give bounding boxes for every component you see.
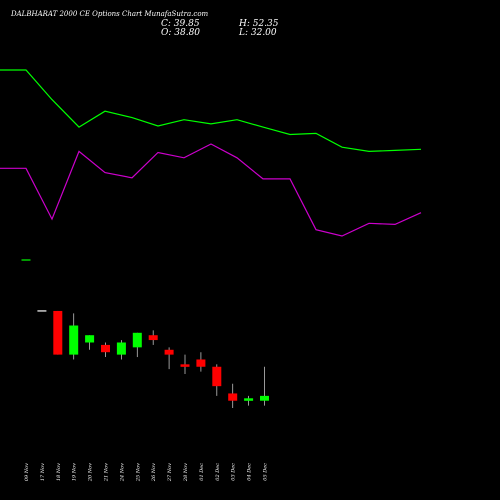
x-axis-label: 05 Dec [263, 463, 269, 481]
candle-body [244, 398, 254, 401]
candle-body [260, 395, 269, 401]
candle-body [69, 325, 79, 355]
open-value: O: 38.80 [161, 28, 201, 38]
candle-body [164, 349, 174, 355]
high-value: H: 52.35 [239, 19, 279, 29]
candle-body [132, 332, 142, 348]
x-axis-label: 18 Nov [56, 463, 62, 481]
indicator-line-1 [0, 69, 422, 153]
candle-body [148, 335, 158, 341]
x-axis-label: 01 Dec [199, 463, 205, 481]
candle-body [196, 359, 206, 367]
x-axis-label: 28 Nov [183, 463, 189, 482]
chart-title: DALBHARAT 2000 CE Options Chart MunafaSu… [11, 10, 209, 18]
candle-body [180, 364, 190, 367]
candle-body [101, 344, 110, 353]
x-axis-label: 02 Dec [215, 463, 221, 481]
x-axis-label: 20 Nov [88, 463, 94, 482]
x-axis-label: 26 Nov [151, 463, 157, 482]
x-axis-label: 17 Nov [40, 463, 46, 481]
x-axis-label: 03 Dec [231, 463, 237, 481]
x-axis-label: 04 Dec [247, 463, 253, 481]
x-axis-label: 09 Nov [24, 463, 30, 481]
candle-body [53, 310, 63, 355]
x-axis-label: 24 Nov [119, 463, 125, 482]
low-value: L: 32.00 [239, 28, 277, 38]
x-axis-label: 25 Nov [135, 463, 141, 482]
x-axis-label: 27 Nov [167, 463, 173, 482]
x-axis-label: 19 Nov [72, 463, 78, 481]
x-axis-label: 21 Nov [104, 463, 110, 482]
candle-body [116, 342, 126, 355]
close-value: C: 39.85 [161, 19, 200, 29]
candle-body [228, 393, 238, 401]
indicator-line-2 [0, 143, 422, 237]
candle-body [212, 366, 222, 387]
candle-body [85, 335, 95, 343]
